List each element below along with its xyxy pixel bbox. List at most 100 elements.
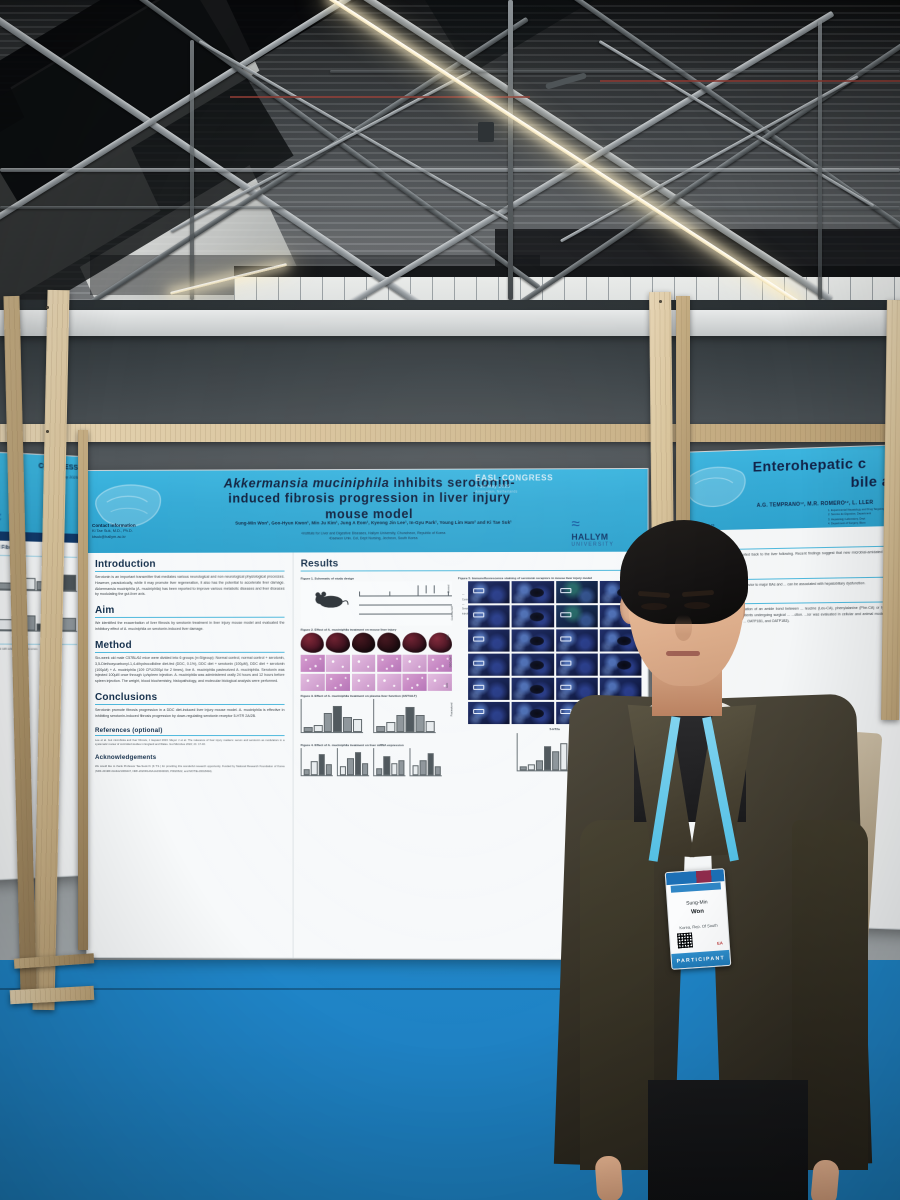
mini-chart-ast <box>300 698 364 739</box>
right-hand <box>810 1158 840 1200</box>
histology-image <box>300 654 325 672</box>
truss-chord <box>0 168 900 172</box>
mini-chart <box>373 748 406 782</box>
if-row-label: Control+5HT <box>450 605 454 621</box>
histology-image <box>376 673 401 691</box>
histology-image <box>402 654 427 672</box>
liver-logo-icon <box>95 484 161 527</box>
if-row-label: Live <box>445 682 449 688</box>
truss-chord <box>0 206 900 209</box>
liver-specimen <box>377 632 401 653</box>
poster-results-column: Results Figure 1. Schematic of study des… <box>292 551 648 961</box>
if-image <box>511 653 554 676</box>
figure-3-caption: Figure 3. Effect of A. muciniphila treat… <box>300 693 417 698</box>
if-image <box>511 605 554 628</box>
liver-specimen-row <box>300 632 452 653</box>
mini-chart <box>409 748 442 782</box>
main-poster-body: Introduction Serotonin is an important t… <box>86 551 648 961</box>
if-image <box>468 605 510 628</box>
left-arm <box>580 820 654 1170</box>
figure-1-caption: Figure 1. Schematic of study design <box>300 576 354 581</box>
section-body-aim: We identified the exacerbation of liver … <box>94 620 285 632</box>
if-image <box>511 629 554 652</box>
section-heading-method: Method <box>94 639 285 653</box>
section-heading-acknowledgements: Acknowledgements <box>94 754 157 762</box>
poster-title-species: Akkermansia muciniphila <box>223 475 390 491</box>
histology-image <box>376 654 401 672</box>
mini-chart <box>300 748 333 782</box>
service-pipe <box>600 80 900 82</box>
easl-congress-logo: EASL CONGRESS 7-10 May 2025 Amsterdam, N… <box>475 473 568 493</box>
poster-left-column: Introduction Serotonin is an important t… <box>87 553 293 960</box>
main-poster-header: Akkermansia muciniphila inhibits seroton… <box>86 468 648 553</box>
contact-email: ktsuk@hallym.ac.kr <box>91 533 126 540</box>
section-body-acknowledgements: We would like to thank Professor Tae-Seo… <box>94 765 285 773</box>
service-pipe <box>230 96 530 98</box>
if-row-label: DDC+5HT <box>449 655 453 668</box>
qr-code-icon <box>676 932 693 949</box>
truss-chord <box>330 70 900 73</box>
section-body-method: Six-week old male C57BL/6J mice were div… <box>94 655 285 684</box>
histology-grid-row1 <box>300 654 452 672</box>
conference-badge[interactable]: Sung-Min Won Korea, Rep. Of South EA PAR… <box>664 868 732 970</box>
person-standing: Sung-Min Won Korea, Rep. Of South EA PAR… <box>553 520 886 1200</box>
truss-post <box>818 20 822 300</box>
poster-main[interactable]: Akkermansia muciniphila inhibits seroton… <box>86 467 649 961</box>
easel-top-beam <box>0 424 900 442</box>
if-image <box>468 629 510 652</box>
easl-congress-dates: 7-10 May 2025 <box>475 483 511 489</box>
section-heading-references: References (optional) <box>94 726 285 736</box>
histology-image <box>300 673 325 691</box>
histology-image <box>351 673 376 691</box>
badge-country: Korea, Rep. Of South <box>679 922 718 930</box>
figure-4-caption: Figure 4. Effect of A. muciniphila treat… <box>300 743 404 748</box>
liver-specimen <box>326 632 350 653</box>
badge-name: Sung-Min Won <box>668 898 727 919</box>
screw <box>46 430 49 433</box>
contact-information-block: Contact information Ki Tae Suk, M.D., Ph… <box>92 523 178 540</box>
chart-x-axis <box>373 732 436 734</box>
truss-post <box>508 0 513 300</box>
if-image <box>511 701 554 725</box>
chart-bars <box>376 704 435 733</box>
liver-specimen <box>402 632 427 653</box>
results-left-stack: Figure 1. Schematic of study design <box>300 574 472 782</box>
mini-chart-alt <box>373 698 436 739</box>
right-poster-header: Enterohepatic c bile a A.G. TEMPRANO¹², … <box>676 444 900 531</box>
badge-ea-mark: EA <box>716 940 723 946</box>
mini-chart <box>336 748 370 782</box>
hair <box>620 520 748 624</box>
truss-post <box>190 40 194 300</box>
mouse-icon <box>315 591 349 608</box>
histology-image <box>326 654 350 672</box>
chart-y-axis <box>300 698 302 734</box>
results-top-row: Figure 1. Schematic of study design <box>300 574 642 783</box>
figure-2-liver-histology <box>300 632 452 691</box>
nose <box>675 615 692 641</box>
ceiling-speaker <box>478 122 494 142</box>
affiliation-2: ²Daewon Univ. Col, Dept Nursing, Jecheon… <box>328 536 418 541</box>
main-poster-affiliations: ¹Institute for Liver and Digestive Disea… <box>217 531 530 542</box>
if-row-label: Control <box>447 584 451 594</box>
carpet-seam <box>0 988 640 990</box>
histology-image <box>427 654 452 672</box>
if-row-label: Pasteurized <box>450 702 454 717</box>
chart-y-axis <box>373 698 375 734</box>
poster-right-neighbour[interactable]: Enterohepatic c bile a A.G. TEMPRANO¹², … <box>676 443 900 931</box>
easel-far-left-post <box>78 430 88 950</box>
main-poster-authors: Sung-Min Won¹, Goo-Hyun Kwon¹, Min Ju Ki… <box>235 519 512 526</box>
chart-y-axis <box>516 733 518 772</box>
eye <box>684 602 710 609</box>
histology-image <box>402 673 427 691</box>
histology-grid-row2 <box>300 673 452 691</box>
badge-role: PARTICIPANT <box>671 949 731 969</box>
eye <box>641 603 667 610</box>
section-body-conclusions: Serotonin promote fibrosis progression i… <box>94 707 285 718</box>
study-timeline <box>359 585 452 615</box>
figure-4-charts <box>300 748 452 782</box>
figure-2-caption: Figure 2. Effect of A. muciniphila treat… <box>300 627 397 632</box>
badge-last-name: Won <box>690 908 705 915</box>
if-row-label: DDC <box>446 634 450 640</box>
if-image <box>511 581 554 604</box>
